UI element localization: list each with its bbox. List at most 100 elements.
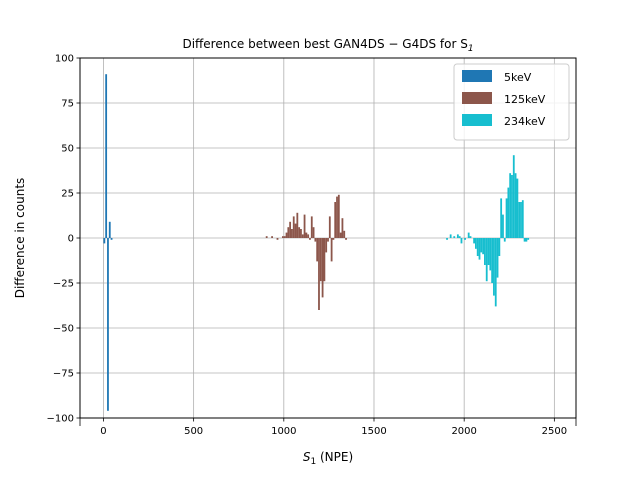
bar — [303, 214, 306, 238]
bar — [494, 238, 497, 307]
legend-label: 234keV — [504, 115, 546, 128]
bar — [520, 202, 522, 238]
bar — [467, 232, 470, 238]
bar — [300, 229, 302, 238]
x-axis-label: S1 (NPE) — [303, 450, 353, 467]
bar — [518, 202, 521, 238]
bar — [103, 238, 106, 244]
bar — [307, 234, 310, 238]
bar — [282, 236, 284, 238]
bar — [294, 223, 297, 238]
bar — [107, 238, 109, 411]
bar — [449, 234, 452, 238]
y-axis-label: Difference in counts — [13, 178, 27, 299]
bar — [285, 232, 288, 238]
bar — [505, 198, 508, 238]
bar — [334, 202, 337, 238]
y-tick-label: −75 — [53, 369, 74, 380]
bar — [446, 238, 448, 240]
bar — [328, 216, 331, 238]
histogram-bars — [103, 74, 530, 411]
bar — [521, 200, 524, 238]
bar — [108, 221, 111, 238]
x-tick-label: 2500 — [542, 426, 567, 437]
bar — [323, 238, 326, 282]
legend-label: 5keV — [504, 71, 532, 84]
bar — [105, 74, 108, 238]
bar — [310, 216, 313, 238]
bar — [319, 238, 322, 282]
bar — [496, 238, 499, 278]
legend: 5keV 125keV 234keV — [453, 63, 570, 141]
y-tick-label: 75 — [61, 99, 74, 110]
bar — [337, 194, 340, 238]
bar — [110, 238, 113, 240]
x-axis-label-symbol: S — [303, 450, 311, 464]
bar — [507, 187, 510, 238]
bar — [325, 238, 328, 253]
bar — [345, 238, 347, 240]
bar — [489, 238, 492, 271]
bar — [482, 238, 485, 255]
bar — [283, 236, 286, 238]
bar — [316, 238, 319, 262]
bar — [484, 238, 486, 265]
bar — [487, 238, 490, 265]
x-tick-label: 1000 — [271, 426, 296, 437]
bar — [464, 238, 466, 240]
bar — [312, 227, 315, 238]
series-5keV — [103, 74, 113, 411]
series-125keV — [265, 194, 347, 310]
x-axis-label-subscript: 1 — [310, 457, 316, 467]
chart-title: Difference between best GAN4DS − G4DS fo… — [182, 37, 473, 54]
x-axis-label-unit: (NPE) — [316, 450, 353, 464]
bar — [523, 238, 526, 242]
chart-title-subscript: 1 — [468, 44, 474, 54]
bar — [327, 238, 329, 242]
bar — [491, 238, 494, 283]
legend-label: 125keV — [504, 93, 546, 106]
y-tick-label: −50 — [53, 324, 74, 335]
bar — [485, 238, 488, 282]
bar — [321, 238, 324, 298]
y-tick-label: 50 — [61, 144, 74, 155]
bar — [289, 221, 292, 238]
bar — [332, 238, 335, 240]
bar — [305, 232, 308, 238]
bar — [476, 238, 479, 256]
bar — [292, 216, 295, 238]
bar — [301, 234, 304, 238]
y-tick-label: 100 — [55, 54, 74, 65]
bar — [480, 238, 483, 253]
bar — [527, 238, 530, 240]
bar — [493, 238, 495, 296]
bar — [460, 238, 463, 244]
legend-swatch — [462, 114, 492, 126]
bar — [503, 238, 506, 242]
bar — [474, 238, 477, 249]
x-tick-label: 1500 — [361, 426, 386, 437]
bar — [525, 238, 528, 242]
axis-ticks: 0 500 1000 1500 2000 2500 100 75 50 25 0 −25 −50 −75 −… — [47, 54, 577, 437]
series-234keV — [446, 155, 530, 307]
bar — [291, 229, 293, 238]
bar — [330, 238, 333, 262]
bar — [343, 230, 346, 238]
bar — [516, 178, 519, 238]
x-tick-label: 500 — [184, 426, 203, 437]
legend-swatch — [462, 70, 492, 82]
bar — [473, 238, 475, 244]
bar — [478, 238, 481, 260]
bar — [298, 227, 301, 238]
bar — [271, 236, 273, 238]
y-tick-label: 0 — [68, 234, 74, 245]
bar — [458, 236, 461, 238]
x-tick-label: 0 — [100, 426, 106, 437]
bar — [453, 236, 456, 238]
bar — [469, 236, 472, 238]
bar — [509, 173, 512, 238]
bar — [296, 212, 299, 238]
bar — [341, 218, 344, 238]
bar — [498, 238, 501, 256]
